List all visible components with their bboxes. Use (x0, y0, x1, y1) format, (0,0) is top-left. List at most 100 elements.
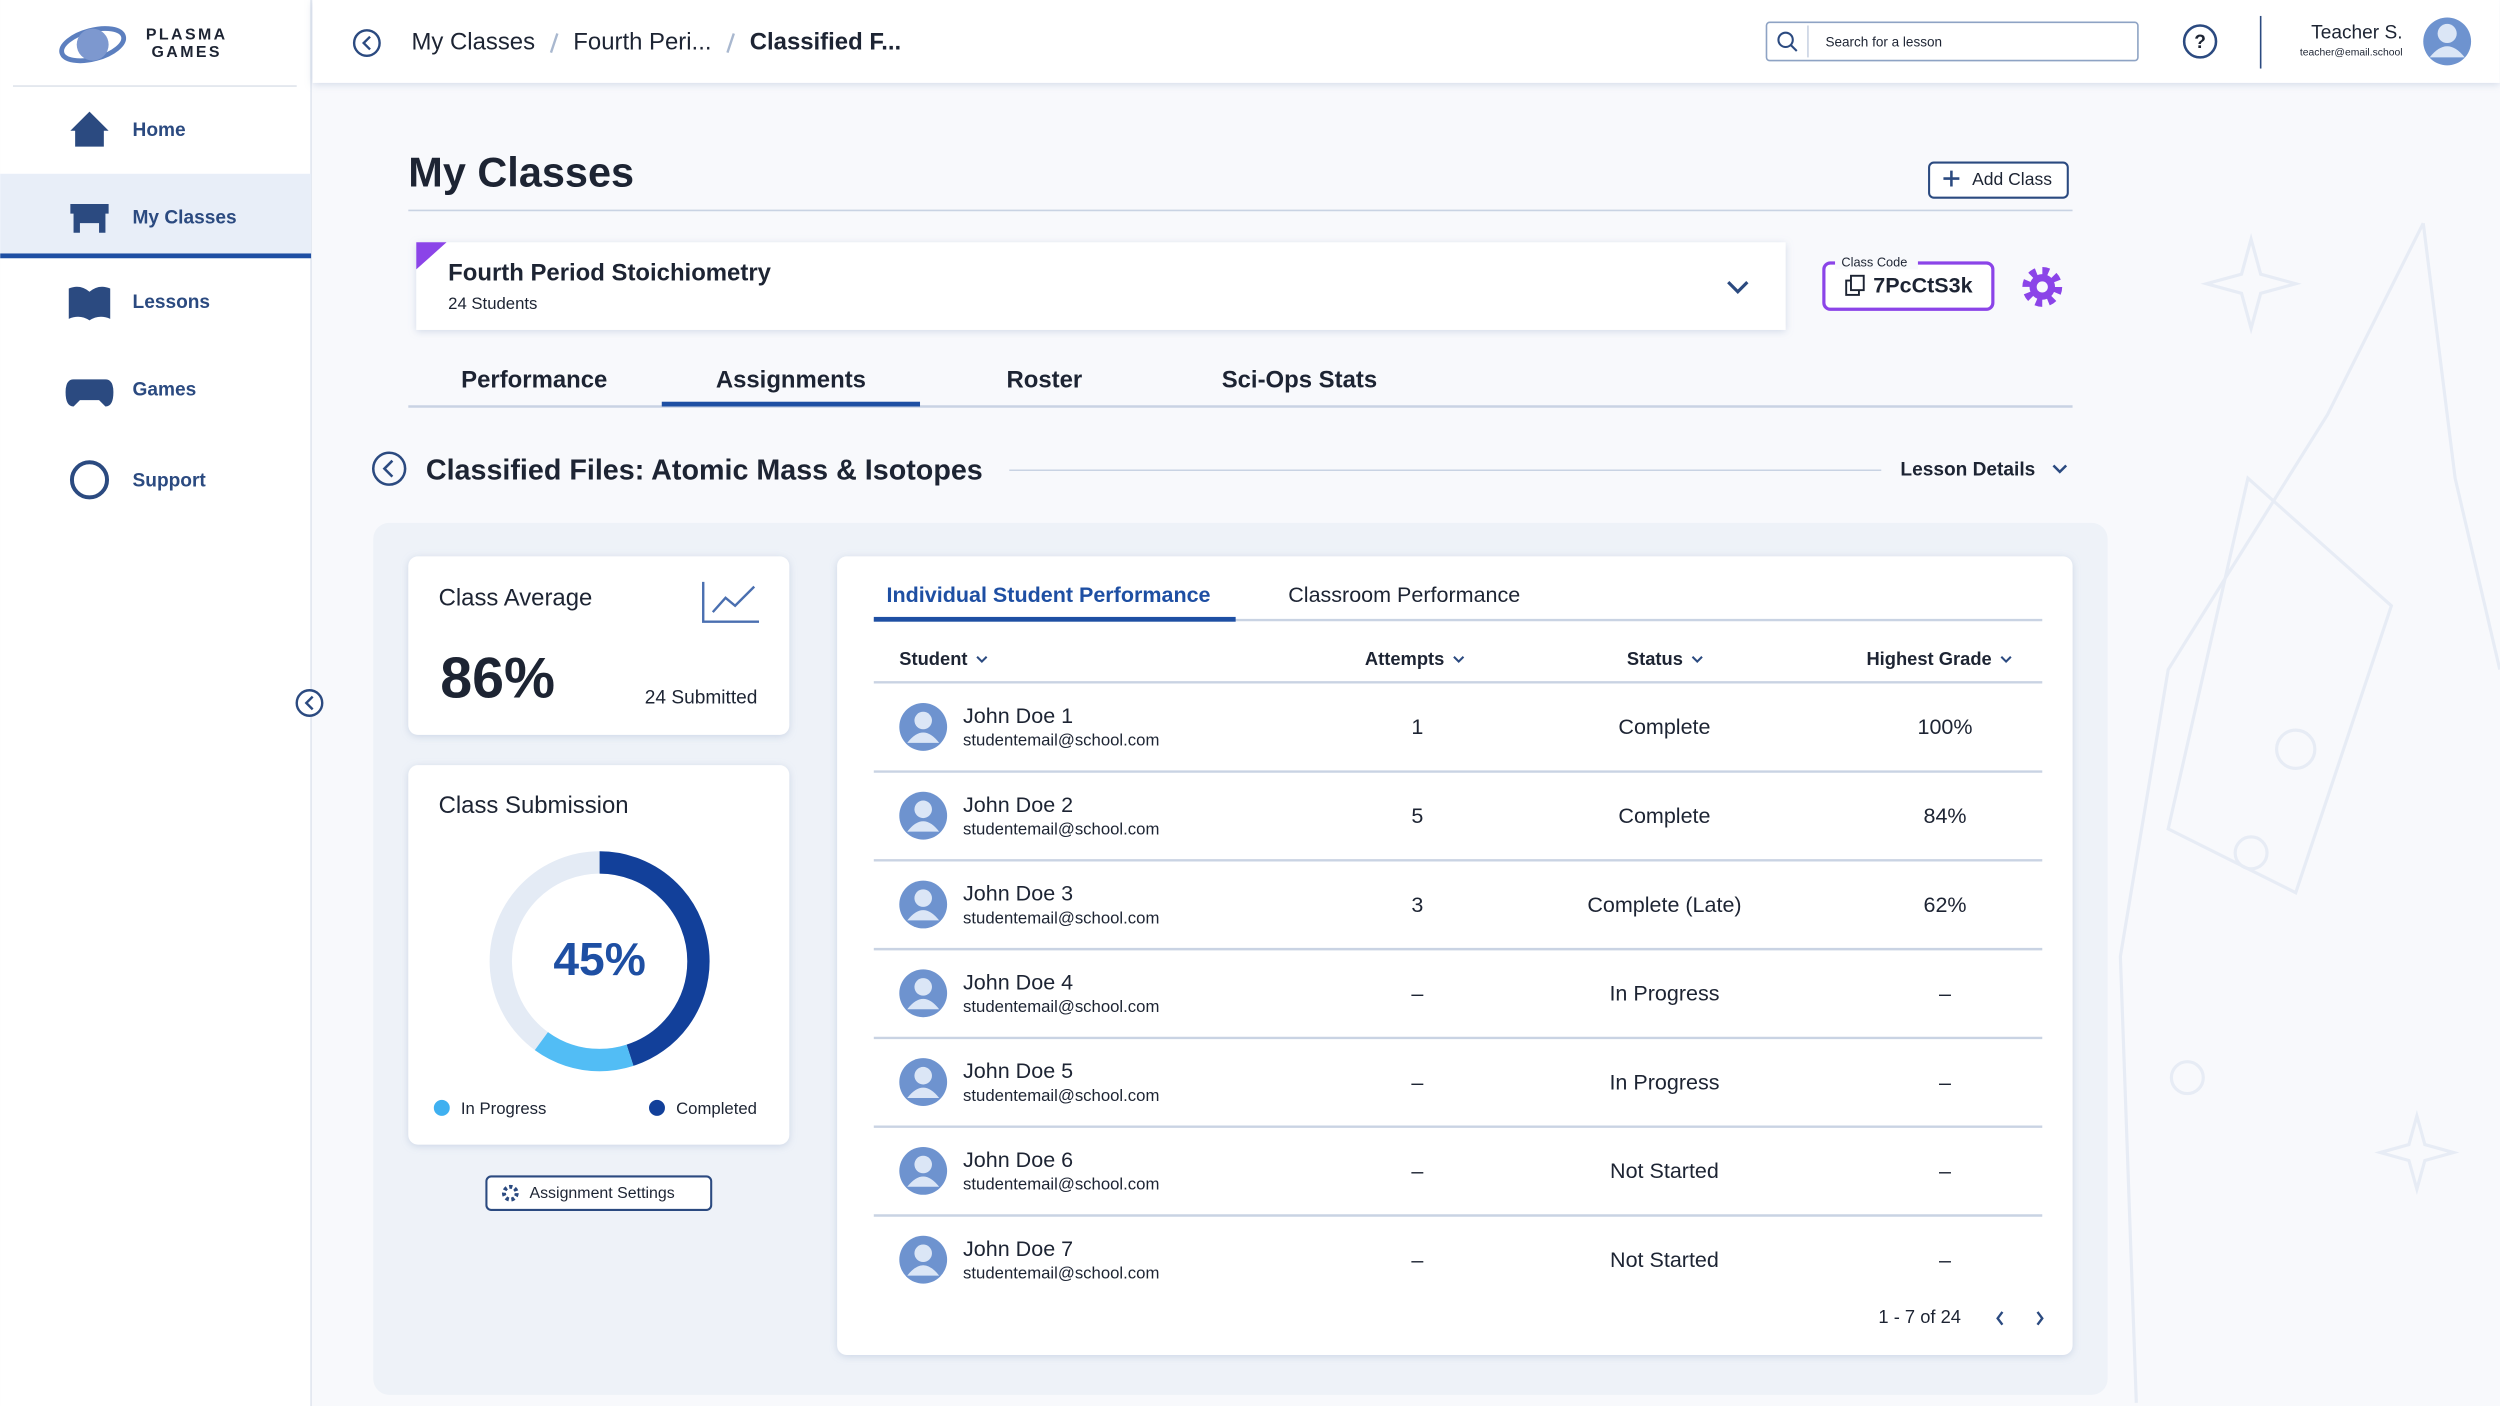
table-row[interactable]: John Doe 4 studentemail@school.com – In Pro… (899, 969, 1951, 1018)
settings-gear[interactable] (2022, 267, 2063, 307)
table-row[interactable]: John Doe 2 studentemail@school.com 5 Comple… (899, 791, 1967, 840)
tab[interactable]: Roster (1006, 366, 1082, 393)
donut-label: 45% (553, 933, 646, 985)
student-name: John Doe 6 (963, 1148, 1073, 1172)
highest-grade: – (1939, 1159, 1951, 1183)
table-row[interactable]: John Doe 6 studentemail@school.com – Not St… (899, 1146, 1951, 1195)
lesson-back-button[interactable] (371, 451, 407, 486)
nav-item[interactable]: My Classes (133, 207, 237, 228)
attempts: 3 (1411, 893, 1423, 917)
tab[interactable]: Performance (461, 366, 607, 393)
student-name: John Doe 7 (963, 1237, 1073, 1261)
logo-planet (76, 28, 109, 61)
highest-grade: – (1939, 982, 1951, 1006)
logo[interactable]: PLASMA GAMES (58, 23, 227, 67)
highest-grade: 100% (1918, 715, 1973, 739)
class-selector[interactable] (416, 242, 1786, 330)
breadcrumb-item[interactable]: My Classes (412, 28, 536, 55)
highest-grade: – (1939, 1248, 1951, 1272)
breadcrumb-item[interactable]: Fourth Peri... (573, 28, 711, 55)
student-email: studentemail@school.com (963, 731, 1159, 750)
user-avatar[interactable] (2423, 17, 2472, 66)
table-row[interactable]: John Doe 3 studentemail@school.com 3 Comple… (899, 880, 1967, 929)
help-button[interactable] (2182, 24, 2218, 59)
plus-icon (1943, 170, 1960, 187)
column-header[interactable]: Status (1627, 648, 1683, 669)
highest-grade: 84% (1923, 804, 1966, 828)
back-button[interactable] (352, 29, 381, 57)
table-row[interactable]: John Doe 5 studentemail@school.com – In Pro… (899, 1058, 1951, 1106)
student-avatar-body (907, 1265, 940, 1276)
table-card (837, 556, 2073, 1355)
add-class-button[interactable] (1928, 161, 2069, 199)
table-tab[interactable]: Individual Student Performance (887, 583, 1211, 607)
student-avatar-body (907, 1087, 940, 1099)
highest-grade: 62% (1923, 893, 1966, 917)
lesson-details-chevron (2052, 464, 2068, 474)
status: Complete (1618, 804, 1710, 828)
student-email: studentemail@school.com (963, 1086, 1159, 1105)
trend-icon (702, 581, 760, 623)
student-avatar-head (914, 978, 932, 996)
highest-grade: – (1939, 1070, 1951, 1094)
status: In Progress (1609, 982, 1719, 1006)
table-row[interactable]: John Doe 7 studentemail@school.com – Not St… (899, 1235, 1951, 1284)
table-row[interactable]: John Doe 1 studentemail@school.com 1 Comple… (899, 703, 1973, 751)
sort-chevron (1453, 656, 1465, 664)
nav: Home My Classes Lessons Games Support (133, 120, 237, 492)
help-icon: ? (2194, 32, 2206, 53)
submission-card (408, 765, 790, 1145)
classes-icon (70, 204, 109, 233)
search-box[interactable] (1765, 21, 2139, 62)
class-code-label-bg (1835, 256, 1918, 270)
nav-active-indicator (0, 253, 312, 259)
pagination: 1 - 7 of 24 (1878, 1306, 1961, 1327)
column-header[interactable]: Student (899, 648, 967, 669)
search-icon (1789, 43, 1798, 52)
student-name: John Doe 3 (963, 882, 1073, 906)
nav-item[interactable]: Support (133, 470, 207, 491)
attempts: – (1411, 1070, 1423, 1094)
column-header[interactable]: Attempts (1365, 648, 1444, 669)
lesson-title: Classified Files: Atomic Mass & Isotopes (426, 454, 983, 486)
legend-dot (433, 1099, 450, 1116)
lesson-details[interactable]: Lesson Details (1900, 459, 2035, 480)
average-card (408, 556, 790, 735)
nav-active-bg (0, 173, 312, 259)
class-name: Fourth Period Stoichiometry (448, 259, 771, 286)
pagination-arrows[interactable] (1996, 1311, 2044, 1326)
collapse-button[interactable] (295, 689, 324, 717)
status: Complete (Late) (1587, 893, 1741, 917)
student-email: studentemail@school.com (963, 819, 1159, 838)
legend-label: In Progress (461, 1099, 547, 1118)
average-title: Class Average (439, 585, 593, 612)
student-name: John Doe 1 (963, 704, 1073, 728)
breadcrumb-item: Classified F... (750, 28, 901, 55)
table-tab[interactable]: Classroom Performance (1288, 583, 1520, 607)
submission-title: Class Submission (439, 792, 629, 819)
avatar-body (2429, 46, 2465, 58)
tab[interactable]: Sci-Ops Stats (1222, 366, 1377, 393)
student-name: John Doe 4 (963, 970, 1073, 994)
nav-icons (65, 111, 114, 500)
breadcrumb-separator (726, 33, 735, 53)
tab[interactable]: Assignments (716, 366, 866, 393)
donut-completed (489, 851, 710, 1072)
dropdown-chevron (1727, 281, 1749, 294)
student-avatar-body (907, 821, 940, 832)
assignment-settings-button[interactable] (485, 1175, 713, 1211)
student-avatar-head (914, 1155, 932, 1174)
class-students: 24 Students (448, 294, 537, 313)
nav-item[interactable]: Home (133, 120, 186, 141)
nav-item[interactable]: Games (133, 380, 197, 401)
attempts: 5 (1411, 804, 1423, 828)
student-avatar-body (907, 732, 940, 743)
assignment-settings-label: Assignment Settings (529, 1185, 674, 1202)
student-avatar-body (907, 998, 940, 1010)
support-icon (69, 460, 110, 500)
student-email: studentemail@school.com (963, 908, 1159, 927)
nav-item[interactable]: Lessons (133, 292, 211, 313)
column-header[interactable]: Highest Grade (1866, 648, 1991, 669)
user-name: Teacher S. (2311, 23, 2402, 44)
